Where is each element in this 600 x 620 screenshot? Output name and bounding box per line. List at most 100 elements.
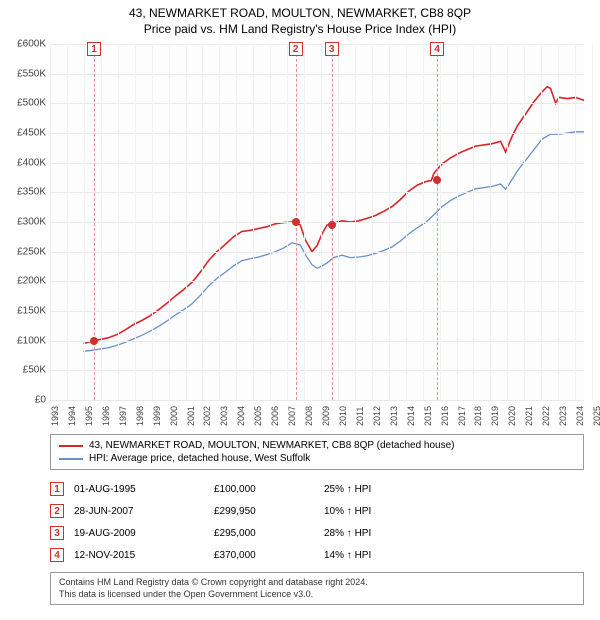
x-axis-label: 2001 [186,402,196,426]
table-row: 412-NOV-2015£370,00014% ↑ HPI [50,544,584,566]
chart-title-address: 43, NEWMARKET ROAD, MOULTON, NEWMARKET, … [8,6,592,20]
x-axis-label: 2025 [592,402,600,426]
sale-marker-number: 3 [50,526,64,540]
x-axis-label: 2020 [507,402,517,426]
y-axis-label: £250K [8,246,46,257]
marker-number: 2 [289,42,303,56]
vgridline [202,44,203,400]
x-axis-label: 2018 [473,402,483,426]
gridline [50,74,584,75]
y-axis-label: £300K [8,217,46,228]
x-axis-label: 2021 [524,402,534,426]
vgridline [524,44,525,400]
sale-date: 12-NOV-2015 [74,550,204,561]
legend-label: 43, NEWMARKET ROAD, MOULTON, NEWMARKET, … [89,440,454,451]
vgridline [457,44,458,400]
y-axis-label: £100K [8,335,46,346]
y-axis-label: £200K [8,276,46,287]
legend-swatch [59,445,83,447]
marker-line [94,44,95,400]
y-axis-label: £350K [8,187,46,198]
x-axis-label: 2013 [389,402,399,426]
vgridline [592,44,593,400]
gridline [50,133,584,134]
vgridline [152,44,153,400]
sale-pct: 14% ↑ HPI [324,550,414,561]
y-axis-label: £600K [8,39,46,50]
x-axis-label: 1993 [50,402,60,426]
vgridline [473,44,474,400]
footer-attribution: Contains HM Land Registry data © Crown c… [50,572,584,605]
legend-swatch [59,458,83,460]
chart: £0£50K£100K£150K£200K£250K£300K£350K£400… [50,44,584,424]
sale-pct: 28% ↑ HPI [324,528,414,539]
sale-price: £299,950 [214,506,314,517]
vgridline [541,44,542,400]
x-axis-label: 1997 [118,402,128,426]
marker-line [437,44,438,400]
vgridline [372,44,373,400]
vgridline [101,44,102,400]
vgridline [219,44,220,400]
marker-point [292,218,300,226]
table-row: 101-AUG-1995£100,00025% ↑ HPI [50,478,584,500]
sale-marker-number: 1 [50,482,64,496]
sale-marker-number: 4 [50,548,64,562]
marker-point [328,221,336,229]
sales-table: 101-AUG-1995£100,00025% ↑ HPI228-JUN-200… [50,478,584,566]
y-axis-label: £450K [8,128,46,139]
y-axis-label: £0 [8,395,46,406]
x-axis-label: 2014 [406,402,416,426]
vgridline [440,44,441,400]
x-axis-label: 2004 [236,402,246,426]
legend-item: 43, NEWMARKET ROAD, MOULTON, NEWMARKET, … [59,439,575,452]
x-axis-label: 2005 [253,402,263,426]
legend: 43, NEWMARKET ROAD, MOULTON, NEWMARKET, … [50,434,584,470]
gridline [50,163,584,164]
series-line [83,132,584,351]
marker-number: 3 [325,42,339,56]
vgridline [490,44,491,400]
x-axis-label: 1996 [101,402,111,426]
sale-date: 28-JUN-2007 [74,506,204,517]
x-axis-label: 2019 [490,402,500,426]
x-axis-label: 2006 [270,402,280,426]
x-axis-label: 2008 [304,402,314,426]
vgridline [236,44,237,400]
sale-date: 01-AUG-1995 [74,484,204,495]
gridline [50,103,584,104]
x-axis-label: 2015 [423,402,433,426]
x-axis-label: 2002 [202,402,212,426]
x-axis-label: 2017 [457,402,467,426]
y-axis-label: £50K [8,365,46,376]
table-row: 319-AUG-2009£295,00028% ↑ HPI [50,522,584,544]
vgridline [67,44,68,400]
gridline [50,281,584,282]
x-axis-label: 2000 [169,402,179,426]
chart-subtitle: Price paid vs. HM Land Registry's House … [8,22,592,36]
x-axis-label: 1994 [67,402,77,426]
vgridline [84,44,85,400]
y-axis-label: £550K [8,68,46,79]
vgridline [186,44,187,400]
x-axis-label: 2011 [355,402,365,426]
sale-pct: 25% ↑ HPI [324,484,414,495]
vgridline [270,44,271,400]
x-axis-label: 2007 [287,402,297,426]
x-axis-label: 2022 [541,402,551,426]
vgridline [321,44,322,400]
vgridline [287,44,288,400]
x-axis-label: 1995 [84,402,94,426]
footer-line-1: Contains HM Land Registry data © Crown c… [59,577,575,589]
table-row: 228-JUN-2007£299,95010% ↑ HPI [50,500,584,522]
marker-point [433,176,441,184]
gridline [50,341,584,342]
vgridline [338,44,339,400]
marker-number: 4 [430,42,444,56]
x-axis-label: 1999 [152,402,162,426]
vgridline [575,44,576,400]
y-axis-label: £400K [8,157,46,168]
gridline [50,370,584,371]
legend-label: HPI: Average price, detached house, West… [89,453,310,464]
x-axis-label: 2009 [321,402,331,426]
